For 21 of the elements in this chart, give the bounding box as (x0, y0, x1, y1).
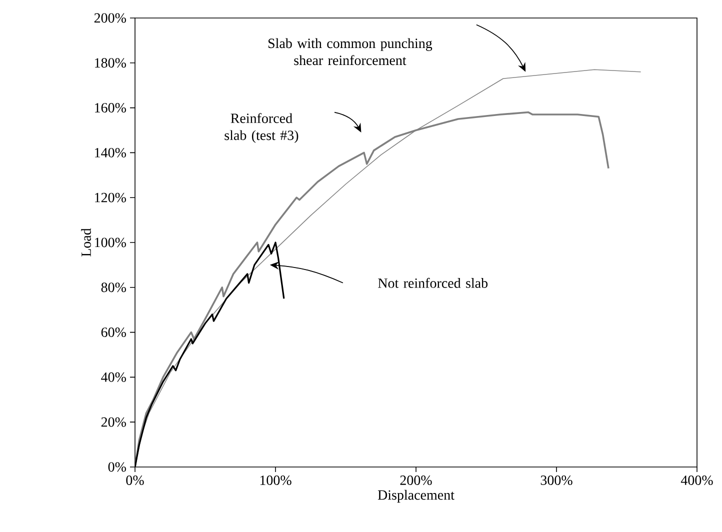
x-axis-title: Displacement (378, 490, 454, 503)
y-tick-label: 160% (95, 103, 126, 113)
y-tick-label: 0% (108, 462, 126, 472)
annotation: Reinforced slab (test #3) (224, 113, 298, 143)
x-tick-label: 200% (400, 476, 432, 486)
y-tick-label: 120% (95, 192, 126, 202)
y-axis-title: Load (81, 228, 91, 256)
y-tick-label: 100% (95, 238, 126, 248)
annotation: Slab with common punching shear reinforcement (268, 38, 432, 66)
y-tick-label: 140% (95, 148, 126, 158)
y-tick-label: 180% (95, 58, 126, 68)
y-tick-label: 60% (101, 328, 126, 338)
x-tick-label: 100% (260, 476, 292, 486)
y-tick-label: 200% (94, 13, 126, 23)
x-tick-label: 0% (126, 476, 144, 486)
annotation: Not reinforced slab (378, 278, 488, 288)
y-tick-label: 80% (101, 282, 126, 292)
x-tick-label: 300% (540, 476, 572, 486)
x-tick-label: 400% (680, 476, 713, 486)
y-tick-label: 20% (101, 417, 126, 427)
y-tick-label: 40% (101, 372, 126, 382)
